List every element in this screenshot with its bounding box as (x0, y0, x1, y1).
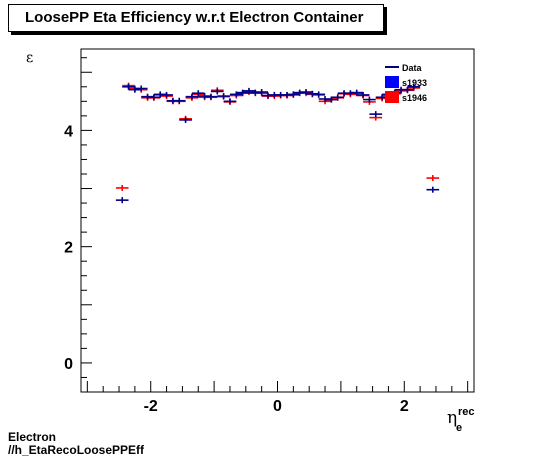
axis-labels: ε η rec e (26, 50, 475, 434)
data-point (223, 98, 237, 105)
footer-line-2: //h_EtaRecoLoosePPEff (8, 443, 145, 457)
data-point (160, 91, 173, 98)
data-point (255, 89, 268, 96)
data-point (172, 97, 186, 104)
legend-label: s1946 (402, 93, 427, 103)
data-point (312, 91, 326, 98)
x-axis-label-superscript: rec (458, 406, 475, 418)
data-point (426, 175, 440, 182)
y-axis-label: ε (26, 50, 33, 66)
legend: Data s1933 s1946 (385, 63, 427, 103)
data-point (115, 184, 129, 191)
data-point (369, 111, 383, 118)
data-point (134, 85, 148, 92)
data-point (179, 116, 192, 123)
x-tick-label: 2 (400, 398, 409, 415)
data-point (210, 88, 224, 95)
legend-entry-Data: Data (385, 63, 423, 73)
legend-label: s1933 (402, 78, 427, 88)
x-tick-label: 0 (273, 398, 282, 415)
series-s1933 (115, 83, 440, 204)
data-point (128, 86, 142, 93)
data-point (115, 197, 129, 204)
data-point (217, 93, 230, 100)
legend-label: Data (402, 63, 423, 73)
data-point (363, 96, 376, 103)
data-point (147, 94, 161, 101)
data-point (426, 186, 440, 193)
y-tick-label: 2 (64, 240, 73, 257)
axis-ticks: -2 0 2 0 2 4 (64, 57, 469, 415)
x-axis-label-subscript: e (456, 422, 462, 434)
data-point (407, 83, 421, 90)
data-point (356, 91, 370, 98)
legend-entry-s1946: s1946 (385, 91, 427, 103)
x-tick-label: -2 (144, 398, 158, 415)
data-point (122, 83, 135, 90)
chart-title: LoosePP Eta Efficiency w.r.t Electron Co… (8, 4, 384, 32)
data-point (191, 90, 205, 97)
x-axis-label: η (447, 408, 457, 428)
data-point (401, 86, 414, 93)
legend-entry-s1933: s1933 (385, 76, 427, 88)
data-point (331, 94, 345, 101)
footer-line-1: Electron (8, 430, 57, 444)
data-point (185, 93, 199, 100)
legend-box-marker (385, 91, 399, 103)
y-tick-label: 4 (64, 123, 73, 140)
footer-label: Electron //h_EtaRecoLoosePPEff (8, 431, 144, 457)
y-tick-label: 0 (64, 356, 73, 373)
data-point (204, 93, 218, 100)
legend-box-marker (385, 76, 399, 88)
